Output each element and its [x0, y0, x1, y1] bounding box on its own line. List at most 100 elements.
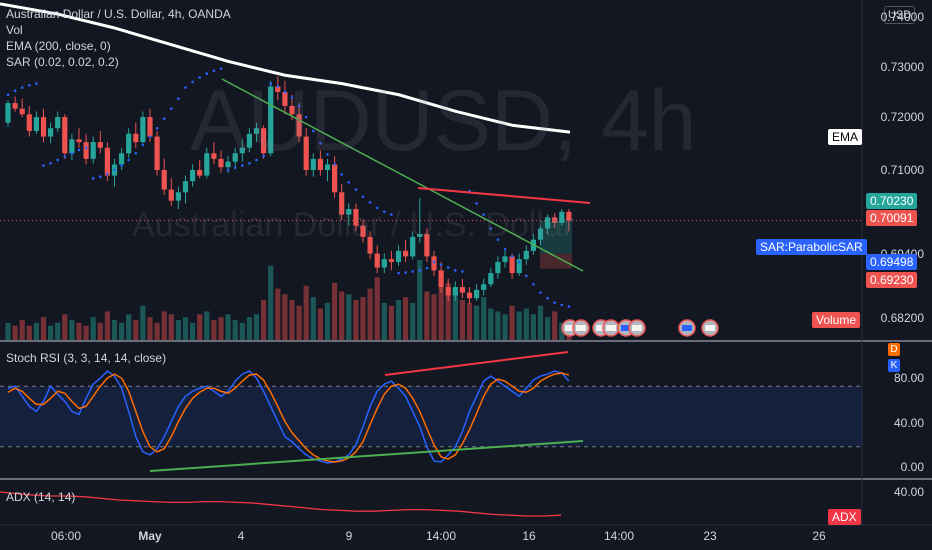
- stoch-line-k: [7, 370, 570, 464]
- candle-body: [246, 133, 252, 148]
- candle-body: [133, 133, 139, 143]
- volume-bar: [523, 308, 529, 340]
- event-flag-icon: [632, 325, 642, 331]
- sar-dot: [134, 151, 138, 155]
- sar-dot: [290, 96, 294, 99]
- price-tick: 0.72000: [880, 110, 924, 124]
- volume-bar: [381, 302, 387, 340]
- sar-dot: [404, 271, 407, 274]
- candle-body: [268, 86, 274, 154]
- candle-body: [140, 117, 146, 143]
- candle-body: [19, 108, 25, 115]
- time-tick: 14:00: [425, 529, 457, 543]
- sar-dot: [28, 83, 31, 87]
- price-tick: 0.68200: [880, 311, 924, 325]
- volume-bar: [395, 300, 402, 340]
- event-flag-icon: [596, 325, 606, 331]
- time-tick: May: [138, 529, 162, 543]
- volume-bar: [5, 322, 11, 340]
- legend-sar[interactable]: SAR (0.02, 0.02, 0.2): [6, 55, 119, 69]
- volume-bar: [147, 317, 153, 340]
- volume-bar: [19, 320, 25, 340]
- candle-body: [502, 256, 508, 262]
- volume-bar: [225, 314, 231, 340]
- event-flag-icon: [576, 325, 586, 331]
- candle-body: [90, 142, 96, 159]
- sar-dot: [84, 146, 88, 150]
- volume-bar: [40, 317, 47, 340]
- legend-vol[interactable]: Vol: [6, 23, 23, 37]
- sar-dot: [276, 85, 280, 88]
- volume-bar: [367, 288, 373, 340]
- volume-bar: [48, 325, 54, 340]
- volume-bar: [488, 308, 494, 340]
- sar-dot: [262, 154, 265, 158]
- volume-bar: [509, 305, 515, 340]
- volume-bar: [12, 325, 18, 340]
- volume-bar: [417, 260, 423, 340]
- sar-dot: [120, 164, 123, 167]
- sar-dot: [283, 90, 287, 94]
- volume-bar: [33, 322, 39, 340]
- sar-dot: [141, 143, 145, 147]
- candle-body: [48, 128, 54, 137]
- volume-bar: [374, 277, 380, 340]
- candle-body: [552, 217, 558, 223]
- sar-dot: [347, 180, 351, 184]
- adx-line: [0, 491, 562, 517]
- sar-dot: [148, 135, 152, 138]
- sar-dot: [432, 260, 436, 264]
- candle-body: [55, 117, 61, 129]
- price-tick: 0.73000: [880, 60, 924, 74]
- sar-dot: [340, 173, 344, 176]
- volume-bar: [545, 317, 551, 340]
- sar-dot: [162, 117, 166, 121]
- sar-dot: [241, 164, 244, 167]
- sar-dot: [20, 86, 24, 89]
- volume-bar: [360, 297, 366, 340]
- volume-bar: [69, 320, 75, 340]
- adx-legend[interactable]: ADX (14, 14): [6, 490, 76, 504]
- volume-bar: [466, 302, 473, 340]
- legend-ema[interactable]: EMA (200, close, 0): [6, 39, 111, 53]
- currency-button[interactable]: USD: [884, 6, 916, 24]
- volume-bar: [403, 297, 409, 340]
- candle-body: [537, 228, 544, 240]
- candle-body: [5, 103, 11, 123]
- candle-body: [232, 153, 238, 162]
- sar-dot: [219, 67, 223, 70]
- candle-body: [296, 114, 302, 137]
- sar-dot: [397, 271, 400, 275]
- volume-bar: [218, 317, 224, 340]
- candle-body: [76, 139, 82, 143]
- volume-bar: [140, 305, 146, 340]
- sar-dot: [35, 82, 38, 85]
- time-tick: 4: [237, 529, 245, 543]
- candle-body: [239, 147, 245, 154]
- candle-body: [12, 103, 18, 109]
- sar-dot: [375, 206, 379, 210]
- volume-bar: [261, 300, 267, 340]
- candle-body: [367, 236, 373, 254]
- sar-dot: [503, 247, 507, 251]
- candle-body: [161, 170, 167, 190]
- stoch-legend[interactable]: Stoch RSI (3, 3, 14, 14, close): [6, 351, 167, 365]
- sar-dot: [91, 177, 95, 180]
- volume-bar: [26, 325, 32, 340]
- sar-dot: [226, 168, 230, 172]
- stoch-tick: 40.00: [893, 416, 924, 430]
- price-label-green: 0.70230: [866, 193, 918, 209]
- volume-bar: [289, 300, 295, 340]
- candle-body: [303, 136, 309, 170]
- candle-body: [474, 289, 480, 299]
- sar-label: SAR:ParabolicSAR: [756, 239, 867, 255]
- sar-dot: [532, 282, 535, 286]
- candle-body: [69, 139, 75, 154]
- symbol-title[interactable]: Australian Dollar / U.S. Dollar, 4h, OAN…: [6, 7, 231, 21]
- volume-bar: [104, 311, 110, 340]
- candle-body: [381, 259, 387, 268]
- candle-body: [332, 164, 338, 193]
- sar-dot: [49, 162, 52, 165]
- volume-bar: [161, 311, 167, 340]
